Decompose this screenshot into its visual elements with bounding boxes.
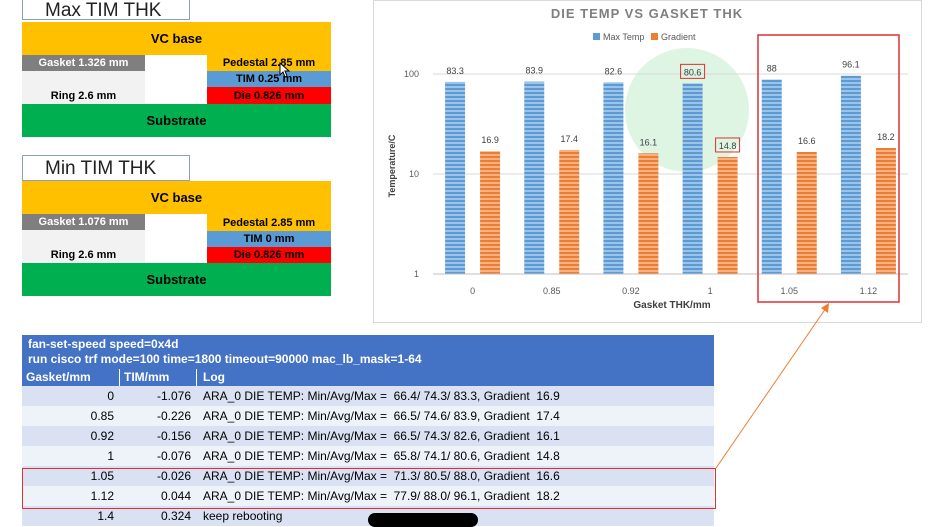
table-row: 0.92 -0.156 ARA_0 DIE TEMP: Min/Avg/Max … xyxy=(22,426,714,446)
data-label: 82.6 xyxy=(605,66,623,76)
x-tick-label: 0.92 xyxy=(622,286,640,296)
bar-gradient xyxy=(796,151,817,274)
log-table: fan-set-speed speed=0x4d run cisco trf m… xyxy=(22,335,714,526)
x-tick-label: 1.12 xyxy=(860,286,878,296)
min-substrate: Substrate xyxy=(22,263,331,296)
y-tick-label: 100 xyxy=(404,69,419,79)
cell-tim: -1.076 xyxy=(156,389,191,403)
chart-legend: Max Temp Gradient xyxy=(593,32,696,42)
max-die: Die 0.826 mm xyxy=(207,87,331,104)
min-vc-base: VC base xyxy=(22,181,331,214)
cell-log: ARA_0 DIE TEMP: Min/Avg/Max = 66.5/ 74.3… xyxy=(203,429,560,443)
data-label: 16.9 xyxy=(481,135,499,145)
data-label: 17.4 xyxy=(560,134,578,144)
cell-log: ARA_0 DIE TEMP: Min/Avg/Max = 65.8/ 74.1… xyxy=(203,449,560,463)
legend-label: Gradient xyxy=(661,32,696,42)
max-vc-base: VC base xyxy=(22,22,331,55)
mouse-cursor-icon xyxy=(279,62,291,78)
bar-gradient xyxy=(717,156,738,274)
col-header-gasket: Gasket/mm xyxy=(22,369,120,386)
data-label: 16.1 xyxy=(640,137,658,147)
max-ring: Ring 2.6 mm xyxy=(22,71,145,104)
data-label: 80.6 xyxy=(684,67,702,77)
max-substrate: Substrate xyxy=(22,104,331,137)
min-gasket: Gasket 1.076 mm xyxy=(22,214,145,230)
y-tick-label: 10 xyxy=(409,169,419,179)
data-label-highlight xyxy=(680,63,706,79)
table-row: 1.05 -0.026 ARA_0 DIE TEMP: Min/Avg/Max … xyxy=(22,466,714,486)
x-tick-label: 0.85 xyxy=(543,286,561,296)
cell-tim: -0.026 xyxy=(156,469,191,483)
bar-max-temp xyxy=(524,81,545,274)
table-row: 0.85 -0.226 ARA_0 DIE TEMP: Min/Avg/Max … xyxy=(22,406,714,426)
cell-tim: 0.324 xyxy=(160,509,191,523)
legend-swatch-max-temp xyxy=(593,33,600,40)
cell-log: ARA_0 DIE TEMP: Min/Avg/Max = 66.5/ 74.6… xyxy=(203,409,560,423)
redaction-bar xyxy=(368,513,478,527)
command-line-2: run cisco trf mode=100 time=1800 timeout… xyxy=(28,352,422,366)
x-tick-label: 1 xyxy=(708,286,713,296)
bar-max-temp xyxy=(682,83,703,275)
bar-max-temp xyxy=(445,81,466,274)
bar-gradient xyxy=(480,151,501,274)
cell-gasket: 0 xyxy=(107,389,114,403)
cell-gasket: 0.85 xyxy=(90,409,114,423)
min-tim-title: Min TIM THK xyxy=(22,155,190,181)
cell-gasket: 1.4 xyxy=(97,509,114,523)
chart-xlabel: Gasket THK/mm xyxy=(633,300,710,311)
chart-title: DIE TEMP VS GASKET THK xyxy=(551,6,743,21)
max-gasket: Gasket 1.326 mm xyxy=(22,55,145,71)
min-pedestal: Pedestal 2.85 mm xyxy=(207,214,331,231)
cell-log: ARA_0 DIE TEMP: Min/Avg/Max = 66.4/ 74.3… xyxy=(203,389,560,403)
cell-log: keep rebooting xyxy=(203,509,283,523)
y-tick-label: 1 xyxy=(414,269,419,279)
min-die: Die 0.826 mm xyxy=(207,247,331,263)
bar-max-temp xyxy=(603,82,624,274)
cell-gasket: 1.05 xyxy=(90,469,114,483)
data-label: 88 xyxy=(767,64,777,74)
table-row: 0 -1.076 ARA_0 DIE TEMP: Min/Avg/Max = 6… xyxy=(22,386,714,406)
bar-max-temp xyxy=(840,75,861,274)
legend-swatch-gradient xyxy=(651,33,658,40)
data-label-highlight xyxy=(715,137,741,153)
x-tick-label: 1.05 xyxy=(780,286,798,296)
table-header-row: Gasket/mm TIM/mm Log xyxy=(22,369,714,386)
cell-gasket: 1.12 xyxy=(90,489,114,503)
legend-label: Max Temp xyxy=(603,32,644,42)
min-tim: TIM 0 mm xyxy=(207,231,331,247)
command-line-1: fan-set-speed speed=0x4d xyxy=(28,337,179,351)
cell-tim: -0.076 xyxy=(156,449,191,463)
cell-tim: 0.044 xyxy=(160,489,191,503)
highlight-box-1-05-1-12 xyxy=(757,34,900,303)
data-label: 18.2 xyxy=(877,132,895,142)
bar-max-temp xyxy=(761,79,782,275)
bar-gradient xyxy=(559,149,580,274)
table-row: 1.12 0.044 ARA_0 DIE TEMP: Min/Avg/Max =… xyxy=(22,486,714,506)
table-highlight-box xyxy=(22,468,716,509)
data-label: 16.6 xyxy=(798,136,816,146)
max-tim-title: Max TIM THK xyxy=(22,0,190,21)
table-command-header: fan-set-speed speed=0x4d run cisco trf m… xyxy=(22,335,714,369)
x-tick-label: 0 xyxy=(470,286,475,296)
cell-log: ARA_0 DIE TEMP: Min/Avg/Max = 71.3/ 80.5… xyxy=(203,469,560,483)
cell-tim: -0.226 xyxy=(156,409,191,423)
data-label: 96.1 xyxy=(842,60,860,70)
col-header-tim: TIM/mm xyxy=(120,369,197,386)
cell-log: ARA_0 DIE TEMP: Min/Avg/Max = 77.9/ 88.0… xyxy=(203,489,560,503)
bar-gradient xyxy=(638,153,659,274)
data-label: 83.3 xyxy=(446,66,464,76)
cell-gasket: 1 xyxy=(107,449,114,463)
data-label: 14.8 xyxy=(719,141,737,151)
data-label: 83.9 xyxy=(525,66,543,76)
max-pedestal: Pedestal 2.85 mm xyxy=(207,55,331,71)
die-temp-chart: DIE TEMP VS GASKET THK Max Temp Gradient … xyxy=(387,6,908,311)
bar-gradient xyxy=(875,147,896,274)
cell-gasket: 0.92 xyxy=(90,429,114,443)
chart-ylabel: Temperature/C xyxy=(387,134,397,197)
cell-tim: -0.156 xyxy=(156,429,191,443)
col-header-log: Log xyxy=(203,370,225,384)
table-row: 1 -0.076 ARA_0 DIE TEMP: Min/Avg/Max = 6… xyxy=(22,446,714,466)
min-ring: Ring 2.6 mm xyxy=(22,230,145,263)
